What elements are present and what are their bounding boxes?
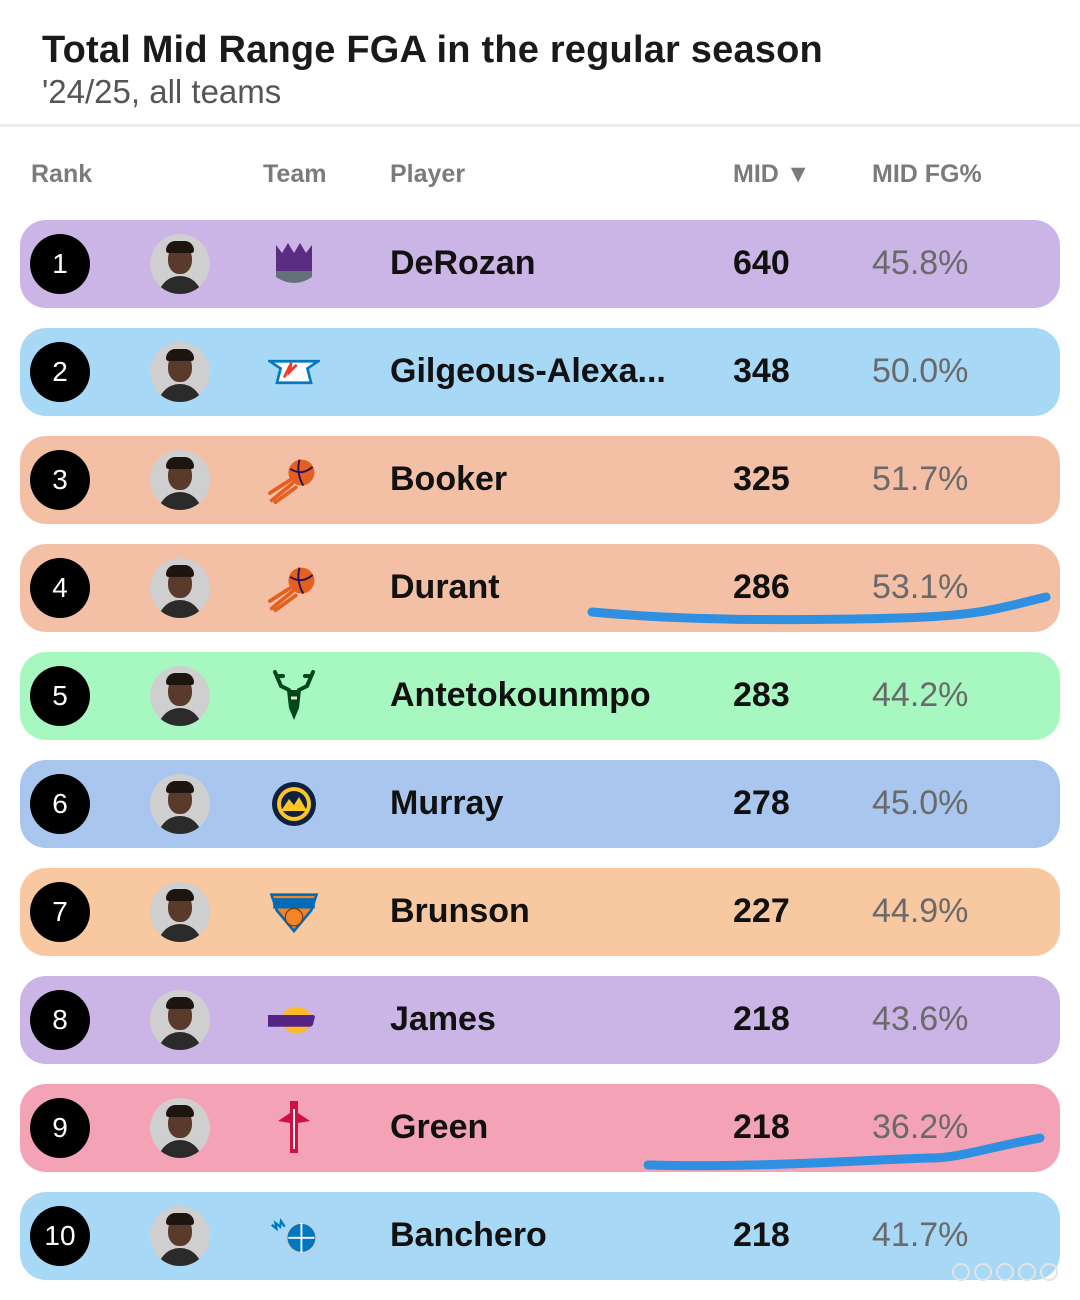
mid-fg-pct: 43.6% (872, 1000, 969, 1038)
table-row[interactable]: 4 Durant 286 53.1% (20, 544, 1060, 632)
rank-badge: 2 (30, 342, 90, 402)
chart-header: Total Mid Range FGA in the regular seaso… (42, 28, 823, 112)
player-name: Durant (390, 568, 500, 606)
table-row[interactable]: 3 Booker 325 51.7% (20, 436, 1060, 524)
player-name: Green (390, 1108, 489, 1146)
player-name: Murray (390, 784, 504, 822)
thunder-logo (268, 342, 320, 402)
mid-range-fga: 286 (733, 568, 790, 606)
bucks-logo (268, 666, 320, 726)
mid-range-fga: 325 (733, 460, 790, 498)
ranking-list: 1 DeRozan 640 45.8% 2 Gilgeous-Alexa... 348 50.… (20, 220, 1060, 1300)
rank-badge: 3 (30, 450, 90, 510)
mid-fg-pct: 50.0% (872, 352, 969, 390)
mid-fg-pct: 41.7% (872, 1216, 969, 1254)
mid-range-fga: 218 (733, 1000, 790, 1038)
player-avatar (150, 558, 210, 618)
player-avatar (150, 342, 210, 402)
column-headers: Rank Team Player MID ▼ MID FG% (0, 160, 1080, 194)
mid-range-fga: 640 (733, 244, 790, 282)
table-row[interactable]: 9 Green 218 36.2% (20, 1084, 1060, 1172)
magic-logo (268, 1206, 320, 1266)
mid-range-fga: 283 (733, 676, 790, 714)
mid-fg-pct: 44.9% (872, 892, 969, 930)
suns-logo (268, 450, 320, 510)
kings-logo (268, 234, 320, 294)
nuggets-logo (268, 774, 320, 834)
mid-range-fga: 348 (733, 352, 790, 390)
table-row[interactable]: 1 DeRozan 640 45.8% (20, 220, 1060, 308)
lakers-logo (268, 990, 320, 1050)
player-name: Banchero (390, 1216, 547, 1254)
rank-badge: 8 (30, 990, 90, 1050)
player-name: James (390, 1000, 496, 1038)
player-avatar (150, 990, 210, 1050)
mid-fg-pct: 45.8% (872, 244, 969, 282)
rank-badge: 1 (30, 234, 90, 294)
player-name: DeRozan (390, 244, 536, 282)
player-name: Booker (390, 460, 508, 498)
rank-badge: 10 (30, 1206, 90, 1266)
mid-fg-pct: 44.2% (872, 676, 969, 714)
mid-fg-pct: 36.2% (872, 1108, 969, 1146)
player-avatar (150, 666, 210, 726)
player-name: Brunson (390, 892, 530, 930)
table-row[interactable]: 10 Banchero 218 41.7% (20, 1192, 1060, 1280)
rockets-logo (268, 1098, 320, 1158)
table-row[interactable]: 5 Antetokounmpo 283 44.2% (20, 652, 1060, 740)
player-name: Gilgeous-Alexa... (390, 352, 666, 390)
column-player[interactable]: Player (390, 160, 466, 188)
player-avatar (150, 1206, 210, 1266)
mid-range-fga: 278 (733, 784, 790, 822)
watermark (952, 1263, 1058, 1281)
table-row[interactable]: 8 James 218 43.6% (20, 976, 1060, 1064)
player-avatar (150, 450, 210, 510)
player-avatar (150, 234, 210, 294)
rank-badge: 4 (30, 558, 90, 618)
player-name: Antetokounmpo (390, 676, 651, 714)
rank-badge: 6 (30, 774, 90, 834)
table-row[interactable]: 7 Brunson 227 44.9% (20, 868, 1060, 956)
table-row[interactable]: 6 Murray 278 45.0% (20, 760, 1060, 848)
table-row[interactable]: 2 Gilgeous-Alexa... 348 50.0% (20, 328, 1060, 416)
mid-fg-pct: 45.0% (872, 784, 969, 822)
column-team[interactable]: Team (263, 160, 327, 188)
rank-badge: 7 (30, 882, 90, 942)
column-mid-fg-pct[interactable]: MID FG% (872, 160, 982, 188)
mid-range-fga: 218 (733, 1108, 790, 1146)
player-avatar (150, 774, 210, 834)
mid-range-fga: 218 (733, 1216, 790, 1254)
knicks-logo (268, 882, 320, 942)
player-avatar (150, 1098, 210, 1158)
page-title: Total Mid Range FGA in the regular seaso… (42, 29, 823, 71)
rank-badge: 9 (30, 1098, 90, 1158)
mid-fg-pct: 51.7% (872, 460, 969, 498)
column-rank[interactable]: Rank (31, 160, 93, 188)
column-mid-sorted[interactable]: MID ▼ (733, 160, 811, 188)
player-avatar (150, 882, 210, 942)
mid-range-fga: 227 (733, 892, 790, 930)
header-divider (0, 124, 1080, 127)
page-subtitle: '24/25, all teams (42, 73, 282, 110)
rank-badge: 5 (30, 666, 90, 726)
mid-fg-pct: 53.1% (872, 568, 969, 606)
suns-logo (268, 558, 320, 618)
